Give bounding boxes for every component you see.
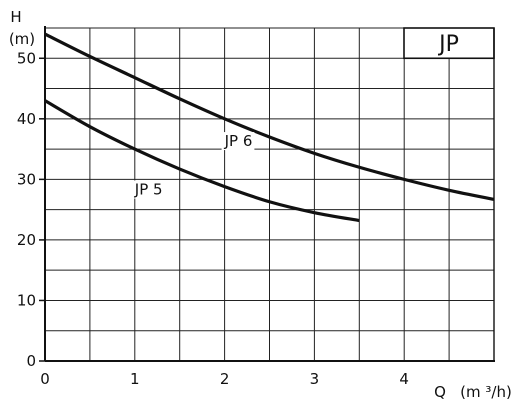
series-label-bg [131,180,165,199]
x-tick-label: 1 [130,370,140,388]
y-axis-unit: (m) [9,30,35,48]
series-label-bg [221,132,255,151]
y-tick-label: 50 [17,49,36,67]
grid [44,27,495,361]
series-line [44,32,495,201]
axes [44,26,495,362]
y-tick-label: 30 [17,170,36,188]
series-layer [44,32,495,223]
badge-box [403,27,495,60]
y-tick-label: 10 [17,291,36,309]
series-line [44,99,360,223]
x-tick-label: 0 [40,370,50,388]
x-axis-unit: (m ³/h) [460,383,512,401]
badge-label: JP [437,32,459,57]
series-labels: JP 6 JP 5 [131,132,255,199]
series-label: JP 5 [134,181,163,199]
tick-labels: 0 10 20 30 40 50 0 1 2 3 4 [17,49,409,388]
y-tick-label: 0 [26,352,36,370]
badge: JP [403,27,495,60]
x-tick-label: 2 [220,370,230,388]
x-axis-label: Q [434,383,446,401]
y-axis-label: H [10,8,21,26]
y-tick-label: 20 [17,231,36,249]
x-tick-label: 3 [310,370,320,388]
y-tick-label: 40 [17,110,36,128]
x-tick-label: 4 [399,370,409,388]
series-label: JP 6 [224,132,253,150]
